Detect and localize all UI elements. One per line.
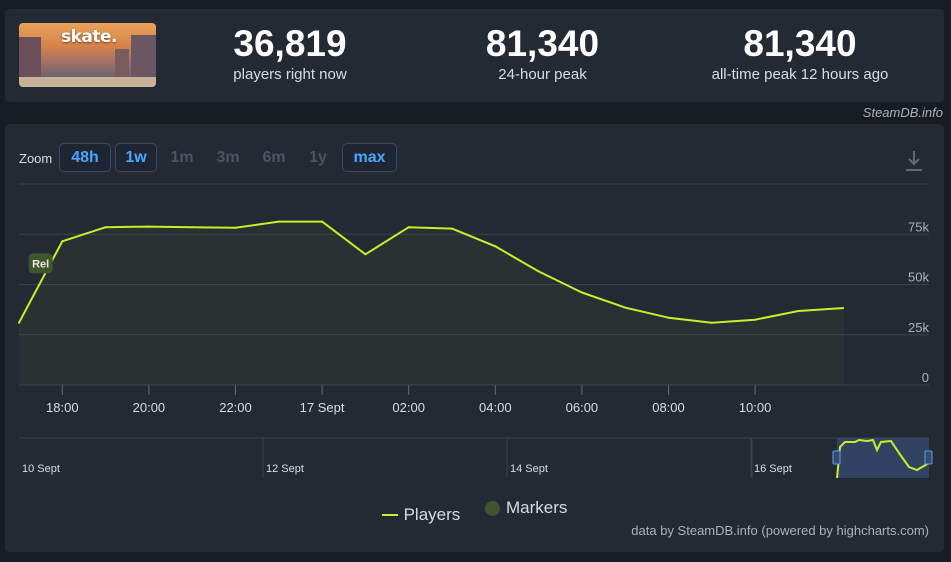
players-point: [754, 318, 757, 321]
chart-panel: Zoom 48h 1w 1m 3m 6m 1y max 0 25k 50k 75k 18…: [5, 124, 944, 552]
y-tick-label: 50k: [908, 270, 929, 285]
players-chart[interactable]: 0 25k 50k 75k 18:00 20:00 22:00 17 Sept 02:00 04:…: [5, 124, 944, 552]
x-tick-label: 17 Sept: [300, 400, 345, 415]
players-point: [277, 220, 280, 223]
legend-item-markers[interactable]: Markers: [485, 498, 567, 518]
y-tick-label: 25k: [908, 320, 929, 335]
players-point: [537, 270, 540, 273]
legend-label-markers: Markers: [506, 498, 568, 517]
zoom-max-button[interactable]: max: [342, 143, 397, 172]
navigator-label: 10 Sept: [22, 463, 60, 475]
stat-current-players: 36,819 players right now: [205, 21, 375, 84]
players-point: [364, 253, 367, 256]
stat-label: players right now: [233, 66, 347, 83]
x-tick-label: 10:00: [739, 400, 772, 415]
players-point: [797, 310, 800, 312]
x-tick-label: 06:00: [566, 400, 599, 415]
stat-24h-peak: 81,340 24-hour peak: [455, 21, 630, 84]
navigator-label: 12 Sept: [266, 463, 304, 475]
x-tick-label: 02:00: [392, 400, 425, 415]
y-tick-label: 75k: [908, 219, 929, 234]
steamdb-credit[interactable]: SteamDB.info: [862, 105, 943, 120]
players-point: [624, 306, 627, 309]
zoom-1w-button[interactable]: 1w: [115, 143, 157, 172]
players-point: [18, 321, 20, 324]
x-tick-label: 18:00: [46, 400, 79, 415]
stat-value: 81,340: [743, 23, 857, 64]
y-tick-label: 0: [922, 370, 929, 385]
players-point: [147, 225, 150, 228]
zoom-6m-button[interactable]: 6m: [262, 149, 286, 166]
legend: Players Markers: [5, 498, 944, 525]
navigator-handle[interactable]: [924, 450, 933, 465]
navigator-line: [836, 438, 930, 479]
thumbnail-street: [19, 77, 156, 87]
navigator-window: [837, 438, 929, 478]
x-tick-label: 04:00: [479, 400, 512, 415]
players-point: [104, 226, 107, 229]
players-point: [494, 245, 497, 248]
game-logo: skate.: [61, 27, 118, 47]
players-point: [321, 220, 324, 223]
stats-panel: skate. 36,819 players right now 81,340 2…: [5, 9, 944, 102]
stat-label: 24-hour peak: [498, 66, 587, 83]
stat-value: 36,819: [233, 23, 347, 64]
marker-flag: [28, 253, 53, 274]
zoom-3m-button[interactable]: 3m: [216, 149, 240, 166]
legend-line-icon: [381, 513, 398, 516]
navigator-label: 14 Sept: [510, 463, 548, 475]
players-point: [667, 316, 670, 319]
download-icon[interactable]: [904, 149, 924, 173]
zoom-1m-button[interactable]: 1m: [170, 149, 194, 166]
zoom-label: Zoom: [19, 151, 53, 166]
zoom-48h-button[interactable]: 48h: [59, 143, 111, 172]
x-tick-label: 22:00: [219, 400, 252, 415]
players-point: [191, 226, 194, 229]
thumbnail-building: [19, 37, 41, 87]
players-point: [61, 240, 64, 243]
legend-dot-icon: [485, 500, 500, 516]
players-point: [234, 226, 237, 229]
stat-label: all-time peak 12 hours ago: [711, 66, 889, 83]
players-point: [580, 291, 583, 294]
players-point: [710, 321, 713, 324]
legend-label-players: Players: [403, 504, 461, 524]
players-point: [407, 226, 410, 229]
players-point: [451, 227, 453, 230]
highcharts-footer[interactable]: data by SteamDB.info (powered by highcha…: [631, 523, 929, 538]
stat-value: 81,340: [485, 23, 600, 64]
x-tick-label: 08:00: [652, 400, 685, 415]
navigator-handle[interactable]: [832, 450, 841, 465]
stat-all-time-peak: 81,340 all-time peak 12 hours ago: [695, 21, 905, 84]
x-tick-label: 20:00: [133, 400, 166, 415]
zoom-1y-button[interactable]: 1y: [309, 149, 327, 166]
players-line: [18, 220, 844, 324]
game-thumbnail[interactable]: skate.: [19, 23, 156, 87]
marker-label: Rel: [32, 258, 49, 270]
legend-item-players[interactable]: Players: [381, 504, 461, 525]
players-area: [19, 221, 844, 385]
navigator-label: 16 Sept: [754, 463, 792, 475]
